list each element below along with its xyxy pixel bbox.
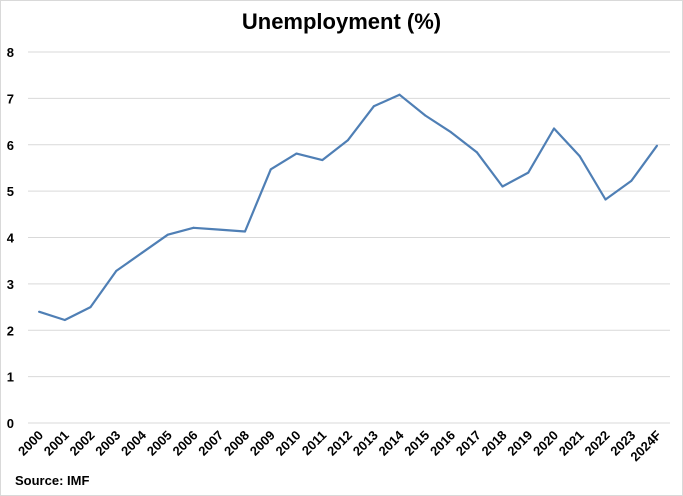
y-tick-label: 2: [7, 323, 14, 338]
y-tick-label: 0: [7, 416, 14, 431]
x-tick-label: 2014: [376, 427, 408, 459]
x-tick-label: 2016: [427, 428, 458, 459]
x-tick-label: 2022: [582, 428, 613, 459]
x-tick-label: 2015: [401, 428, 432, 459]
data-point: [656, 144, 658, 147]
y-tick-label: 6: [7, 138, 14, 153]
x-tick-label: 2013: [350, 428, 381, 459]
data-point: [630, 179, 633, 182]
data-point: [475, 151, 478, 154]
data-point: [398, 93, 401, 96]
data-point: [63, 319, 66, 322]
data-point: [141, 251, 143, 254]
data-point: [501, 185, 504, 188]
y-tick-label: 5: [7, 184, 14, 199]
x-tick-label: 2012: [324, 428, 355, 459]
x-tick-label: 2001: [41, 428, 72, 459]
data-point: [527, 171, 530, 174]
data-point: [347, 139, 349, 142]
x-tick-label: 2018: [479, 428, 510, 459]
x-tick-label: 2009: [247, 428, 278, 459]
y-tick-label: 8: [7, 45, 14, 60]
x-tick-label: 2008: [221, 428, 252, 459]
data-point: [38, 310, 40, 313]
x-tick-label: 2011: [299, 428, 330, 459]
data-point: [321, 159, 324, 162]
x-tick-label: 2006: [170, 428, 201, 459]
x-tick-label: 2019: [504, 428, 535, 459]
x-tick-label: 2004: [118, 427, 150, 459]
x-tick-label: 2017: [453, 428, 484, 459]
y-tick-label: 7: [7, 91, 14, 106]
data-point: [424, 114, 427, 117]
x-tick-label: 2000: [15, 428, 46, 459]
data-point: [244, 230, 246, 233]
data-point: [372, 105, 375, 108]
x-tick-label: 2005: [144, 428, 175, 459]
x-tick-label: 2002: [67, 428, 98, 459]
data-point: [553, 127, 555, 130]
data-point: [269, 168, 272, 171]
data-point: [115, 269, 118, 272]
chart-title: Unemployment (%): [241, 9, 442, 34]
y-tick-label: 3: [7, 277, 14, 292]
data-point: [192, 226, 195, 229]
y-tick-label: 4: [7, 231, 15, 246]
data-point: [578, 155, 581, 158]
data-point: [450, 131, 452, 134]
x-tick-label: 2003: [92, 428, 123, 459]
x-tick-label: 2020: [530, 428, 561, 459]
data-point: [295, 152, 298, 155]
series-line-0: [38, 93, 658, 322]
data-point: [166, 233, 169, 236]
x-tick-label: 2007: [195, 428, 226, 459]
data-point: [604, 198, 607, 201]
x-tick-label: 2021: [556, 428, 587, 459]
x-tick-label: 2010: [273, 428, 304, 459]
source-note: Source: IMF: [15, 473, 90, 488]
data-point: [89, 306, 92, 309]
y-tick-label: 1: [7, 370, 14, 385]
data-point: [218, 228, 221, 231]
